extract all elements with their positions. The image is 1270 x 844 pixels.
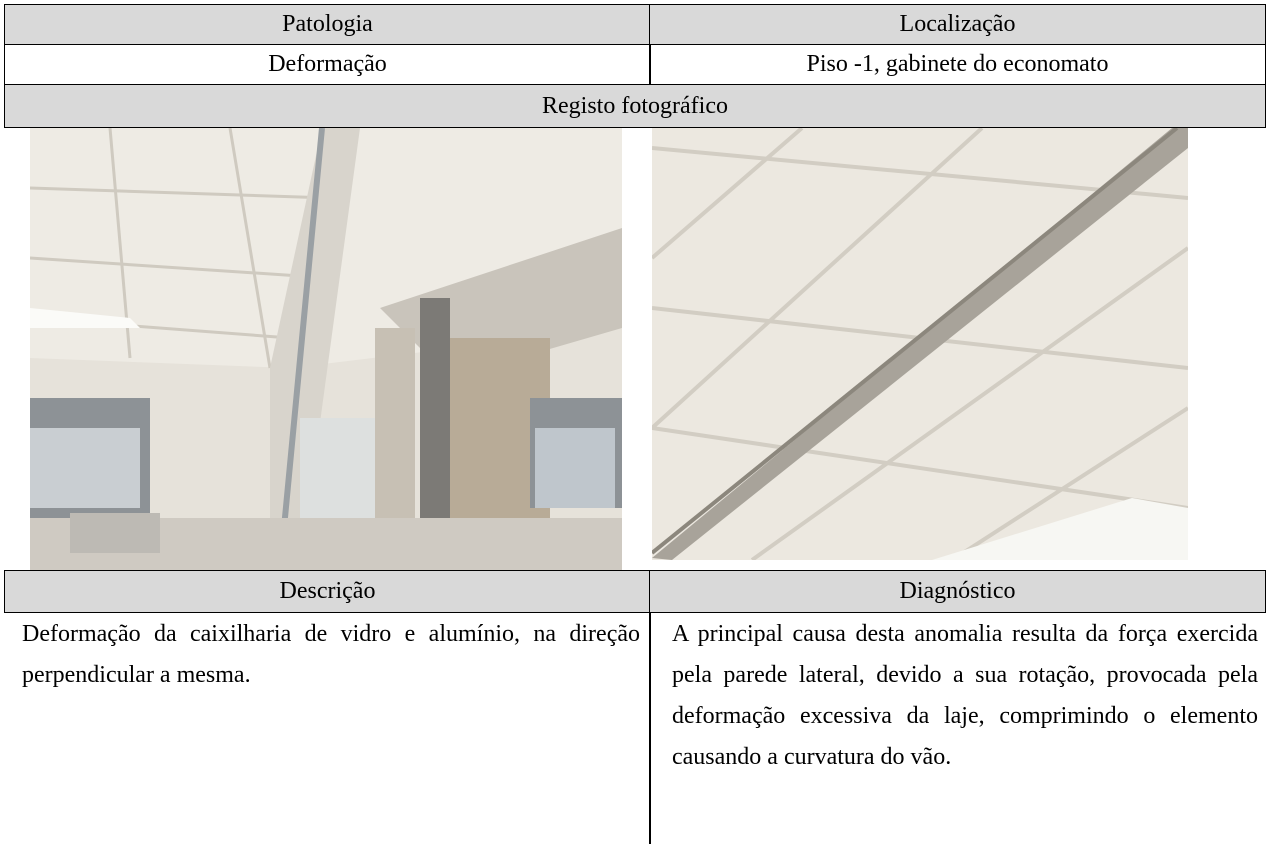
photo-left (30, 128, 622, 570)
value-cell: Deformação (4, 44, 651, 85)
column-divider (649, 612, 651, 844)
description: Deformação da caixilharia de vidro e alu… (22, 621, 640, 688)
photo-right (652, 128, 1188, 560)
diagnosis: A principal causa desta anomalia resulta… (672, 621, 1258, 770)
section-header: Descrição (4, 570, 651, 613)
value-cell: Piso -1, gabinete do economato (649, 44, 1266, 85)
photo-header: Registo fotográfico (4, 84, 1266, 128)
section-header: Diagnóstico (649, 570, 1266, 613)
header-cell: Patologia (4, 4, 651, 45)
header-cell: Localização (649, 4, 1266, 45)
